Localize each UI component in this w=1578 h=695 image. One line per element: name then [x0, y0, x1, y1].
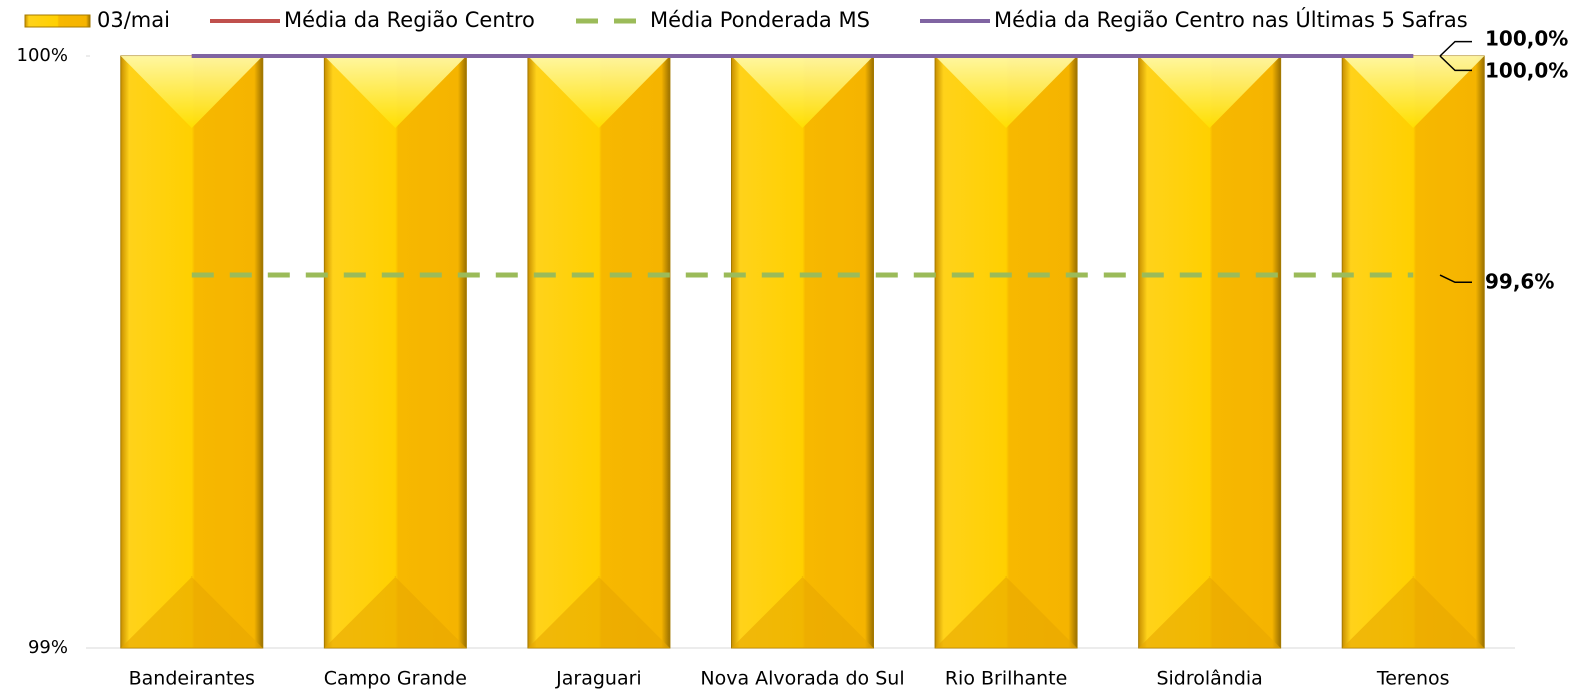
bar-bevel-bottom [324, 576, 467, 648]
x-tick-label: Bandeirantes [129, 668, 255, 690]
label-leader [1439, 274, 1472, 283]
bar [731, 55, 874, 649]
bar-bevel-top [120, 56, 263, 128]
bar-bevel-bottom [935, 576, 1078, 648]
legend-label: Média da Região Centro [284, 8, 535, 32]
label-leader [1439, 55, 1472, 72]
bar [1341, 55, 1485, 649]
legend-label: 03/mai [97, 8, 170, 32]
bar [120, 55, 264, 649]
y-tick-label: 99% [28, 637, 68, 658]
bar [934, 55, 1078, 649]
bar [323, 55, 467, 649]
bar-bevel-top [527, 56, 670, 128]
bar-bevel-bottom [120, 576, 263, 648]
x-tick-label: Rio Brilhante [945, 668, 1067, 690]
bar-bevel-bottom [527, 576, 670, 648]
legend-label: Média Ponderada MS [650, 8, 870, 32]
bar [1138, 55, 1282, 649]
bar-bevel-top [1138, 56, 1281, 128]
data-label: 100,0% [1485, 27, 1568, 51]
data-label: 99,6% [1485, 270, 1554, 294]
x-tick-label: Campo Grande [324, 668, 467, 690]
data-label: 100,0% [1485, 59, 1568, 83]
bar-bevel-top [935, 56, 1078, 128]
legend-label: Média da Região Centro nas Últimas 5 Saf… [994, 7, 1468, 32]
bar [527, 55, 671, 649]
bar-bevel-top [1342, 56, 1485, 128]
bar-bevel-bottom [731, 576, 874, 648]
x-tick-label: Nova Alvorada do Sul [700, 668, 904, 690]
bar-bevel-top [731, 56, 874, 128]
x-tick-label: Sidrolândia [1156, 668, 1262, 690]
bar-bevel-top [324, 56, 467, 128]
y-tick-label: 100% [17, 45, 68, 66]
bar-bevel-bottom [1138, 576, 1281, 648]
label-leader [1439, 40, 1472, 57]
bar-bevel-bottom [1342, 576, 1485, 648]
legend-swatch [24, 14, 91, 28]
x-tick-label: Jaraguari [555, 668, 642, 690]
x-tick-label: Terenos [1376, 668, 1450, 690]
